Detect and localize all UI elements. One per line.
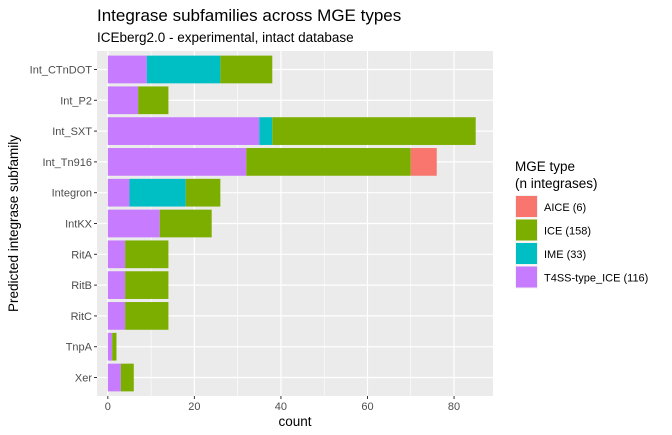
y-tick-label: Integron [52,188,92,200]
chart-title: Integrase subfamilies across MGE types [97,6,401,25]
bar-segment [146,55,221,84]
legend-swatch [516,266,537,288]
bar-segment [410,148,437,176]
y-tick-label: Int_P2 [60,95,92,107]
bar-segment [107,332,113,361]
bar-segment [138,86,169,115]
x-tick-label: 0 [105,401,111,413]
y-tick-label: Int_CTnDOT [30,64,93,76]
x-tick-label: 60 [361,401,373,413]
bar-segment [159,209,212,238]
bar-segment [112,332,117,361]
y-tick-label: TnpA [66,342,93,354]
y-tick-label: Xer [75,373,92,385]
y-tick-label: Int_Tn916 [42,157,92,169]
bar-segment [107,302,126,330]
legend-title: MGE type (n integrases) [515,159,598,191]
x-tick-label: 80 [448,401,460,413]
y-tick-label: RitA [71,249,92,261]
bar-segment [125,302,169,330]
chart-subtitle: ICEberg2.0 - experimental, intact databa… [97,30,354,45]
bar-segment [220,55,273,84]
gridlines [97,51,493,396]
y-tick-label: RitC [71,311,92,323]
x-tick-label: 40 [275,401,287,413]
legend-label: AICE (6) [544,202,586,214]
bar-segment [107,363,121,392]
x-axis-ticks: 0 20 40 60 80 [105,396,460,413]
legend-label: T4SS-type_ICE (116) [544,273,648,285]
bar-segment [107,240,126,269]
bars [107,55,476,392]
legend: MGE type (n integrases) AICE (6) ICE (158… [515,159,648,289]
bar-segment [259,117,273,145]
bar-segment [107,178,130,207]
bar-segment [246,148,411,176]
y-tick-label: Int_SXT [52,126,92,138]
bar-segment [125,271,169,299]
bar-segment [107,148,247,176]
x-axis-title: count [278,414,311,429]
y-tick-label: IntKX [65,219,93,231]
y-axis-title: Predicted integrase subfamily [6,135,21,312]
y-tick-label: RitB [71,280,92,292]
bar-segment [120,363,134,392]
bar-segment [107,271,126,299]
bar-segment [185,178,221,207]
bar-segment [107,117,260,145]
bar-segment [129,178,186,207]
bar-segment [107,55,147,84]
legend-swatch [516,243,537,264]
legend-swatch [516,219,537,241]
bar-segment [107,209,160,238]
bar-segment [272,117,476,145]
bar-segment [125,240,169,269]
legend-label: IME (33) [544,249,586,261]
bar-segment [107,86,139,115]
legend-swatch [516,196,537,217]
legend-label: ICE (158) [544,226,591,238]
x-tick-label: 20 [188,401,200,413]
y-axis-ticks: Int_CTnDOT Int_P2 Int_SXT Int_Tn916 Integron… [30,64,97,385]
